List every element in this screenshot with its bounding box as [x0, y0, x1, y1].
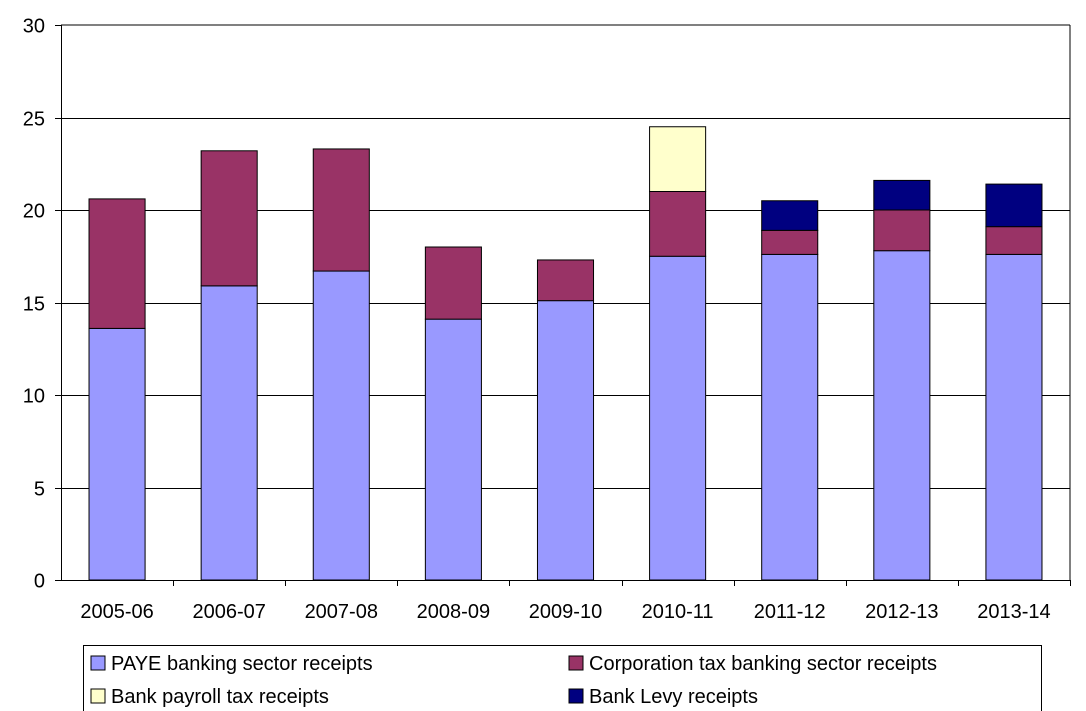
bar-2010-11-series-1	[649, 191, 707, 257]
legend-label: PAYE banking sector receipts	[111, 653, 373, 675]
bar-2006-07-series-0	[200, 285, 258, 581]
y-tick-label: 20	[23, 201, 45, 223]
bar-2007-08-series-1	[312, 148, 370, 272]
y-tick-label: 5	[34, 479, 45, 501]
bar-2011-12-series-1	[761, 229, 819, 255]
x-tick-label: 2009-10	[529, 601, 602, 623]
x-tick-label: 2008-09	[417, 601, 490, 623]
x-tick-label: 2010-11	[642, 601, 714, 623]
bar-2008-09-series-0	[424, 318, 482, 581]
bar-2013-14-series-3	[985, 183, 1043, 228]
legend-box	[83, 645, 1042, 711]
x-tick-label: 2005-06	[80, 601, 153, 623]
y-tick-labels: 0 5 10 15 20 25 30	[23, 16, 45, 593]
bar-2013-14-series-0	[985, 253, 1043, 581]
bar-2011-12-series-3	[761, 200, 819, 231]
legend-label: Bank Levy receipts	[589, 686, 758, 708]
x-tick-labels: 2005-06 2006-07 2007-08 2008-09 2009-10 2010-…	[80, 601, 1050, 623]
bar-2010-11-series-0	[649, 255, 707, 581]
x-tick-label: 2011-12	[754, 601, 826, 623]
bar-2009-10-series-1	[536, 259, 595, 302]
x-tick-label: 2007-08	[305, 601, 378, 623]
x-tick-label: 2012-13	[865, 601, 938, 623]
axes	[55, 25, 1071, 586]
y-tick-label: 15	[23, 294, 45, 316]
bar-2009-10-series-0	[536, 300, 595, 581]
legend-swatch	[90, 688, 106, 704]
bars	[88, 126, 1043, 581]
y-tick-label: 25	[23, 109, 45, 131]
x-tick-label: 2013-14	[977, 601, 1050, 623]
y-tick-label: 10	[23, 386, 45, 408]
legend-swatch	[568, 655, 584, 671]
bar-2012-13-series-1	[873, 209, 931, 252]
bar-2008-09-series-1	[424, 246, 482, 320]
bar-2010-11-series-2	[649, 126, 707, 192]
legend-swatch	[90, 655, 106, 671]
x-tick-label: 2006-07	[192, 601, 265, 623]
bar-2012-13-series-0	[873, 250, 931, 581]
legend: PAYE banking sector receipts Corporation …	[83, 645, 1042, 711]
bar-2005-06-series-1	[88, 198, 146, 329]
bar-2012-13-series-3	[873, 179, 931, 211]
legend-swatch	[568, 688, 584, 704]
bar-2007-08-series-0	[312, 270, 370, 581]
bar-2011-12-series-0	[761, 253, 819, 581]
y-tick-label: 0	[34, 571, 45, 593]
y-tick-label: 30	[23, 16, 45, 38]
legend-label: Corporation tax banking sector receipts	[589, 653, 937, 675]
bar-2005-06-series-0	[88, 327, 146, 581]
legend-label: Bank payroll tax receipts	[111, 686, 329, 708]
bar-2013-14-series-1	[985, 226, 1043, 255]
bar-2006-07-series-1	[200, 150, 258, 287]
